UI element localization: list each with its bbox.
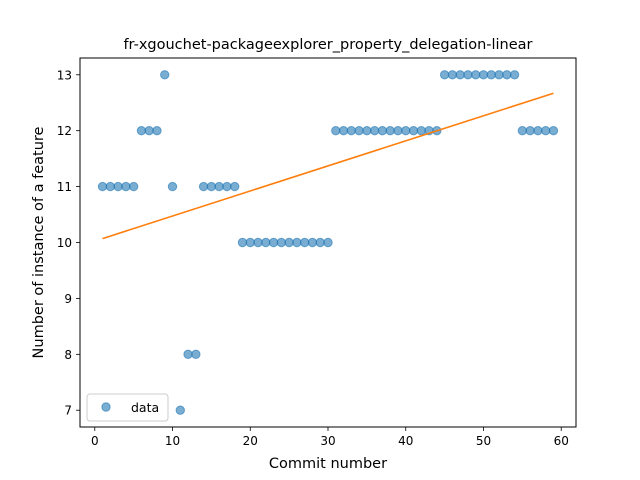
data-point (206, 181, 217, 192)
data-point (230, 181, 240, 192)
x-tick-label: 30 (320, 434, 335, 448)
x-axis: 0 10 20 30 40 50 60 (91, 427, 569, 448)
data-point (245, 237, 255, 248)
data-point (540, 125, 551, 136)
data-point (439, 70, 450, 80)
data-point (121, 181, 131, 192)
y-tick-label: 8 (64, 348, 72, 362)
x-axis-label: Commit number (269, 456, 387, 472)
x-tick-label: 60 (554, 434, 569, 448)
data-point (517, 125, 528, 136)
legend-box (86, 393, 169, 422)
data-point (393, 125, 403, 136)
y-tick-label: 11 (57, 180, 72, 194)
data-point (354, 125, 364, 136)
plot-area (97, 70, 559, 415)
x-tick-label: 40 (398, 434, 413, 448)
data-point (463, 70, 473, 80)
x-tick-label: 0 (91, 434, 99, 448)
data-point (533, 125, 543, 136)
data-point (525, 125, 535, 136)
data-point (369, 125, 380, 136)
data-point (198, 181, 209, 192)
data-point (331, 125, 341, 136)
data-point (307, 237, 318, 248)
data-point (502, 70, 512, 80)
data-point (183, 349, 193, 360)
data-point (144, 125, 154, 136)
x-tick-label: 20 (243, 434, 258, 448)
data-point (385, 125, 395, 136)
y-axis-label: Number of instance of a feature (31, 126, 47, 358)
y-tick-label: 12 (57, 124, 72, 138)
legend-label: data (131, 400, 159, 415)
data-point (261, 237, 271, 248)
data-point (315, 237, 325, 248)
data-point (548, 125, 559, 136)
data-point (509, 70, 520, 80)
data-point (276, 237, 287, 248)
legend-marker (101, 402, 111, 412)
data-point (299, 237, 310, 248)
trend-line (102, 92, 554, 240)
data-point (222, 181, 232, 192)
data-point (97, 181, 108, 192)
data-point (152, 125, 162, 136)
data-point (447, 70, 458, 80)
y-tick-label: 9 (64, 292, 72, 306)
data-point (191, 349, 201, 360)
data-point (401, 125, 411, 136)
x-tick-label: 50 (476, 434, 491, 448)
data-point (494, 70, 504, 80)
y-tick-label: 10 (57, 236, 72, 250)
data-point (113, 181, 123, 192)
data-point (128, 181, 139, 192)
data-point (105, 181, 116, 192)
y-tick-label: 13 (57, 68, 72, 82)
data-point (214, 181, 224, 192)
data-point (292, 237, 302, 248)
x-tick-label: 10 (165, 434, 180, 448)
data-point (136, 125, 147, 136)
data-point (253, 237, 263, 248)
data-point (486, 70, 496, 80)
data-point (377, 125, 388, 136)
data-point (284, 237, 294, 248)
data-point (268, 237, 279, 248)
data-point (478, 70, 489, 80)
data-point (338, 125, 349, 136)
data-point (160, 70, 170, 80)
data-point (408, 125, 419, 136)
data-point (237, 237, 248, 248)
data-point (362, 125, 372, 136)
y-axis: 7 8 9 10 11 12 13 (57, 68, 80, 418)
chart-title: fr-xgouchet-packageexplorer_property_del… (123, 37, 532, 53)
legend: data (86, 393, 169, 422)
data-point (346, 125, 357, 136)
data-point (175, 405, 185, 415)
data-point (455, 70, 465, 80)
data-point (167, 181, 178, 192)
data-point (471, 70, 481, 80)
y-tick-label: 7 (64, 404, 72, 418)
data-point (416, 125, 426, 136)
data-point (323, 237, 333, 248)
